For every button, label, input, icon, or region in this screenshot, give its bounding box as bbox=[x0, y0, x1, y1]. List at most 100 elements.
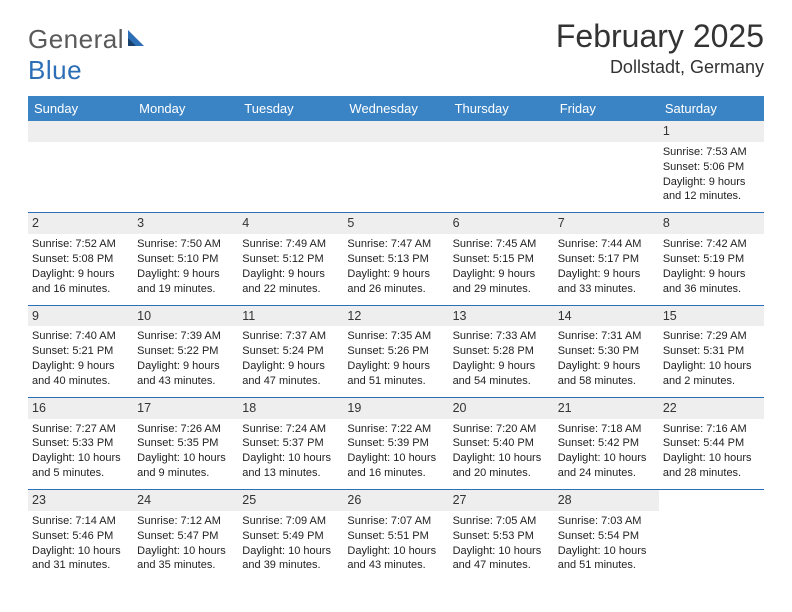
day-number: 15 bbox=[659, 306, 764, 327]
calendar-day: 14Sunrise: 7:31 AMSunset: 5:30 PMDayligh… bbox=[554, 306, 659, 398]
empty-bar bbox=[238, 121, 343, 142]
calendar-day: 19Sunrise: 7:22 AMSunset: 5:39 PMDayligh… bbox=[343, 398, 448, 490]
sunrise-text: Sunrise: 7:27 AM bbox=[32, 422, 129, 437]
sunrise-text: Sunrise: 7:05 AM bbox=[453, 514, 550, 529]
day-number: 7 bbox=[554, 213, 659, 234]
day-of-week-row: Sunday Monday Tuesday Wednesday Thursday… bbox=[28, 96, 764, 121]
calendar-day: 25Sunrise: 7:09 AMSunset: 5:49 PMDayligh… bbox=[238, 490, 343, 581]
brand-text: General Blue bbox=[28, 24, 148, 86]
empty-bar bbox=[28, 121, 133, 142]
sunset-text: Sunset: 5:33 PM bbox=[32, 436, 129, 451]
sunset-text: Sunset: 5:17 PM bbox=[558, 252, 655, 267]
sunrise-text: Sunrise: 7:09 AM bbox=[242, 514, 339, 529]
calendar-day: 1 Sunrise: 7:53 AMSunset: 5:06 PMDaylight… bbox=[659, 121, 764, 213]
day-number: 13 bbox=[449, 306, 554, 327]
daylight-text: Daylight: 10 hours and 16 minutes. bbox=[347, 451, 444, 481]
sunrise-text: Sunrise: 7:14 AM bbox=[32, 514, 129, 529]
calendar-week: 2Sunrise: 7:52 AMSunset: 5:08 PMDaylight… bbox=[28, 213, 764, 305]
calendar-empty bbox=[449, 121, 554, 213]
empty-bar bbox=[449, 121, 554, 142]
daylight-text: Daylight: 10 hours and 47 minutes. bbox=[453, 544, 550, 574]
sunrise-text: Sunrise: 7:16 AM bbox=[663, 422, 760, 437]
sunset-text: Sunset: 5:28 PM bbox=[453, 344, 550, 359]
day-number: 12 bbox=[343, 306, 448, 327]
empty-bar bbox=[133, 121, 238, 142]
day-number: 24 bbox=[133, 490, 238, 511]
sunrise-text: Sunrise: 7:50 AM bbox=[137, 237, 234, 252]
calendar-day: 23Sunrise: 7:14 AMSunset: 5:46 PMDayligh… bbox=[28, 490, 133, 581]
calendar-day: 18Sunrise: 7:24 AMSunset: 5:37 PMDayligh… bbox=[238, 398, 343, 490]
calendar-week: 23Sunrise: 7:14 AMSunset: 5:46 PMDayligh… bbox=[28, 490, 764, 581]
day-number: 1 bbox=[659, 121, 764, 142]
sunrise-text: Sunrise: 7:40 AM bbox=[32, 329, 129, 344]
daylight-text: Daylight: 9 hours and 33 minutes. bbox=[558, 267, 655, 297]
sunrise-text: Sunrise: 7:44 AM bbox=[558, 237, 655, 252]
sunrise-text: Sunrise: 7:22 AM bbox=[347, 422, 444, 437]
brand-logo: General Blue bbox=[28, 18, 148, 86]
calendar-day: 9 Sunrise: 7:40 AMSunset: 5:21 PMDaylight… bbox=[28, 306, 133, 398]
daylight-text: Daylight: 9 hours and 40 minutes. bbox=[32, 359, 129, 389]
day-number: 28 bbox=[554, 490, 659, 511]
day-number: 2 bbox=[28, 213, 133, 234]
sunrise-text: Sunrise: 7:35 AM bbox=[347, 329, 444, 344]
day-number: 21 bbox=[554, 398, 659, 419]
day-number: 11 bbox=[238, 306, 343, 327]
sunrise-text: Sunrise: 7:47 AM bbox=[347, 237, 444, 252]
sunset-text: Sunset: 5:37 PM bbox=[242, 436, 339, 451]
dow-tuesday: Tuesday bbox=[238, 96, 343, 121]
calendar-week: 1 Sunrise: 7:53 AMSunset: 5:06 PMDaylight… bbox=[28, 121, 764, 213]
dow-wednesday: Wednesday bbox=[343, 96, 448, 121]
calendar-body: 1Sunrise: 7:53 AMSunset: 5:06 PMDaylight… bbox=[28, 121, 764, 581]
daylight-text: Daylight: 9 hours and 16 minutes. bbox=[32, 267, 129, 297]
calendar-day: 12Sunrise: 7:35 AMSunset: 5:26 PMDayligh… bbox=[343, 306, 448, 398]
calendar-day: 21Sunrise: 7:18 AMSunset: 5:42 PMDayligh… bbox=[554, 398, 659, 490]
day-number: 9 bbox=[28, 306, 133, 327]
sunrise-text: Sunrise: 7:12 AM bbox=[137, 514, 234, 529]
calendar-empty bbox=[554, 121, 659, 213]
day-number: 6 bbox=[449, 213, 554, 234]
calendar-day: 15Sunrise: 7:29 AMSunset: 5:31 PMDayligh… bbox=[659, 306, 764, 398]
sunset-text: Sunset: 5:06 PM bbox=[663, 160, 760, 175]
sunrise-text: Sunrise: 7:31 AM bbox=[558, 329, 655, 344]
sunrise-text: Sunrise: 7:39 AM bbox=[137, 329, 234, 344]
day-number: 27 bbox=[449, 490, 554, 511]
calendar-day: 13Sunrise: 7:33 AMSunset: 5:28 PMDayligh… bbox=[449, 306, 554, 398]
daylight-text: Daylight: 9 hours and 58 minutes. bbox=[558, 359, 655, 389]
day-number: 5 bbox=[343, 213, 448, 234]
calendar-day: 17Sunrise: 7:26 AMSunset: 5:35 PMDayligh… bbox=[133, 398, 238, 490]
empty-bar bbox=[343, 121, 448, 142]
calendar-week: 16Sunrise: 7:27 AMSunset: 5:33 PMDayligh… bbox=[28, 398, 764, 490]
daylight-text: Daylight: 10 hours and 9 minutes. bbox=[137, 451, 234, 481]
calendar-day: 24Sunrise: 7:12 AMSunset: 5:47 PMDayligh… bbox=[133, 490, 238, 581]
day-number: 17 bbox=[133, 398, 238, 419]
daylight-text: Daylight: 9 hours and 47 minutes. bbox=[242, 359, 339, 389]
brand-part2: Blue bbox=[28, 55, 82, 85]
dow-sunday: Sunday bbox=[28, 96, 133, 121]
calendar-day: 20Sunrise: 7:20 AMSunset: 5:40 PMDayligh… bbox=[449, 398, 554, 490]
sunset-text: Sunset: 5:08 PM bbox=[32, 252, 129, 267]
sunrise-text: Sunrise: 7:53 AM bbox=[663, 145, 760, 160]
location: Dollstadt, Germany bbox=[556, 57, 764, 78]
sunset-text: Sunset: 5:13 PM bbox=[347, 252, 444, 267]
daylight-text: Daylight: 10 hours and 13 minutes. bbox=[242, 451, 339, 481]
calendar-empty bbox=[343, 121, 448, 213]
sunset-text: Sunset: 5:21 PM bbox=[32, 344, 129, 359]
sunset-text: Sunset: 5:49 PM bbox=[242, 529, 339, 544]
day-number: 10 bbox=[133, 306, 238, 327]
calendar-day: 7 Sunrise: 7:44 AMSunset: 5:17 PMDaylight… bbox=[554, 213, 659, 305]
daylight-text: Daylight: 10 hours and 5 minutes. bbox=[32, 451, 129, 481]
sunrise-text: Sunrise: 7:24 AM bbox=[242, 422, 339, 437]
daylight-text: Daylight: 9 hours and 43 minutes. bbox=[137, 359, 234, 389]
calendar-table: Sunday Monday Tuesday Wednesday Thursday… bbox=[28, 96, 764, 581]
sunrise-text: Sunrise: 7:07 AM bbox=[347, 514, 444, 529]
daylight-text: Daylight: 10 hours and 31 minutes. bbox=[32, 544, 129, 574]
header: General Blue February 2025 Dollstadt, Ge… bbox=[28, 18, 764, 86]
brand-sail-icon bbox=[126, 24, 148, 55]
daylight-text: Daylight: 9 hours and 12 minutes. bbox=[663, 175, 760, 205]
sunset-text: Sunset: 5:39 PM bbox=[347, 436, 444, 451]
sunset-text: Sunset: 5:53 PM bbox=[453, 529, 550, 544]
day-number: 26 bbox=[343, 490, 448, 511]
calendar-day: 2Sunrise: 7:52 AMSunset: 5:08 PMDaylight… bbox=[28, 213, 133, 305]
daylight-text: Daylight: 10 hours and 24 minutes. bbox=[558, 451, 655, 481]
daylight-text: Daylight: 10 hours and 39 minutes. bbox=[242, 544, 339, 574]
